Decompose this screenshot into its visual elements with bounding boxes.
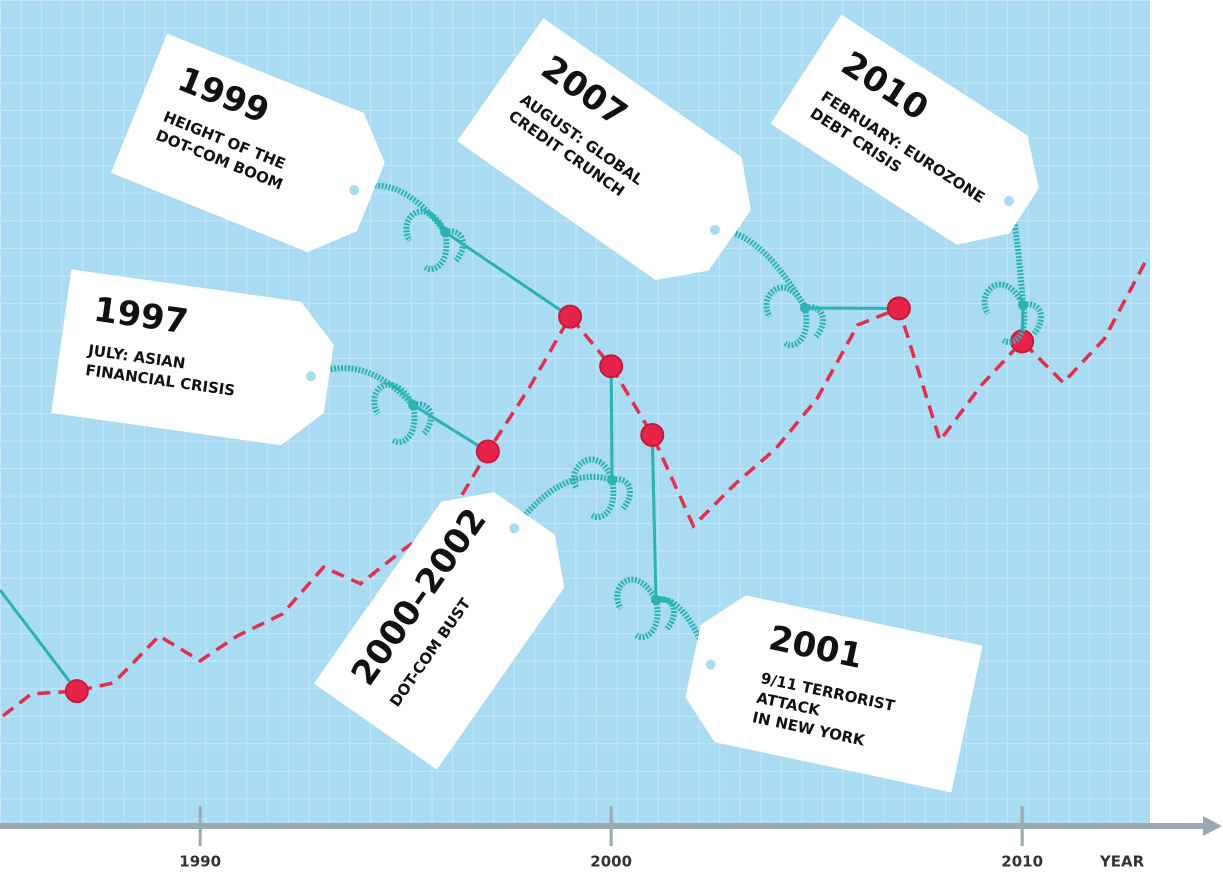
x-tick-label: 1990 <box>179 853 221 871</box>
tag-string-loop <box>714 226 826 348</box>
tag-hole <box>705 659 716 670</box>
x-tick-label: 2000 <box>590 853 632 871</box>
event-marker <box>558 304 583 329</box>
event-marker <box>64 679 89 704</box>
tag-string <box>412 403 489 453</box>
line-layer <box>0 230 1148 718</box>
event-marker <box>640 423 665 448</box>
tag-string <box>444 230 571 318</box>
event-marker <box>475 439 500 464</box>
tag-string-loop <box>614 576 714 666</box>
tag-knot <box>607 475 617 485</box>
tag-hole <box>349 185 360 196</box>
tag-string-loop <box>353 182 466 272</box>
tag-string-loop <box>981 199 1044 345</box>
event-marker <box>886 296 911 321</box>
tag-string-loop <box>309 365 434 445</box>
tag-knot <box>440 227 450 237</box>
tag-card <box>51 269 334 446</box>
tag-knot <box>408 400 418 410</box>
x-tick-label: 2010 <box>1001 853 1043 871</box>
tag-hole <box>305 371 316 382</box>
tag-knot <box>651 595 661 605</box>
event-marker <box>599 354 624 379</box>
tag-hole <box>1003 195 1014 206</box>
x-axis-arrow <box>1203 816 1222 836</box>
tag-card <box>313 492 565 770</box>
tag-card <box>457 18 751 280</box>
tag-string <box>650 434 658 601</box>
tag-knot <box>1018 300 1028 310</box>
tag-string <box>0 589 79 692</box>
tag-string <box>609 366 614 481</box>
tag-card <box>770 14 1039 245</box>
tag-hole <box>509 523 520 534</box>
tag-knot <box>800 303 810 313</box>
tag-card <box>111 33 385 253</box>
data-line <box>1 260 1148 718</box>
tag-hole <box>709 224 720 235</box>
tag-card <box>685 595 983 793</box>
x-axis-label: YEAR <box>1099 853 1145 871</box>
